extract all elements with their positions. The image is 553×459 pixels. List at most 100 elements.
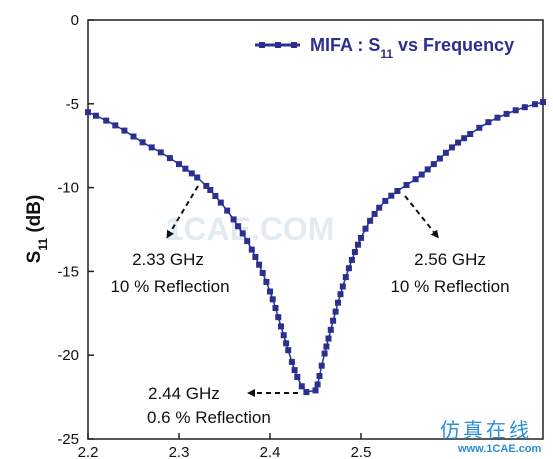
annotation-arrow-left (166, 185, 199, 239)
data-point (312, 387, 319, 394)
data-point (321, 350, 328, 357)
annotation-right-line1: 2.56 GHz (414, 250, 486, 269)
data-point (278, 323, 284, 330)
annotation-arrow-right (404, 195, 439, 239)
series-line (88, 101, 543, 393)
legend-marker (291, 42, 297, 48)
data-point (512, 107, 519, 114)
data-point (176, 161, 182, 168)
data-point (239, 230, 246, 237)
data-point (467, 131, 474, 137)
y-axis-label-sub: 11 (36, 238, 50, 251)
data-point (188, 170, 195, 177)
logo-en-text: www.1CAE.com (457, 443, 542, 455)
y-axis-label-main: S (24, 251, 45, 264)
data-point (388, 192, 395, 199)
plot-border (87, 19, 544, 440)
data-point (148, 144, 155, 151)
data-point (316, 373, 323, 379)
data-point (412, 176, 419, 183)
data-point (314, 381, 321, 388)
data-point (252, 254, 259, 260)
data-point (166, 155, 173, 162)
data-point (339, 283, 346, 290)
legend-label: MIFA : S11 vs Frequency (310, 35, 514, 61)
data-point (318, 362, 325, 369)
legend: MIFA : S11 vs Frequency (255, 35, 514, 61)
data-point (342, 274, 349, 281)
data-point (449, 144, 455, 151)
x-tick-label: 2.5 (351, 444, 372, 459)
logo: 仿真在线 www.1CAE.com (440, 418, 542, 455)
legend-label-sub: 11 (380, 47, 393, 61)
data-point (230, 216, 237, 223)
data-point (367, 217, 374, 224)
y-tick-label: -15 (57, 263, 79, 280)
data-point (103, 117, 110, 124)
data-point (332, 308, 339, 315)
data-point (294, 374, 301, 380)
legend-label-rest: vs Frequency (393, 35, 514, 55)
data-point (267, 288, 273, 295)
data-point (418, 171, 425, 178)
data-point (337, 291, 344, 298)
data-point (442, 149, 449, 156)
data-point (303, 389, 310, 396)
data-point (259, 270, 266, 276)
data-point (362, 225, 369, 232)
data-point (376, 204, 383, 211)
data-point (382, 197, 389, 204)
data-point (93, 112, 99, 119)
annotation-right-line2: 10 % Reflection (390, 277, 509, 296)
data-point (348, 256, 355, 263)
data-point (358, 234, 364, 241)
data-point (285, 347, 292, 354)
data-point (455, 139, 462, 146)
data-point (394, 188, 401, 194)
data-point (521, 104, 528, 111)
data-point (157, 149, 164, 156)
x-tick-label: 2.4 (260, 444, 281, 459)
data-point (269, 296, 276, 303)
data-point (112, 122, 119, 129)
annotation-bottom-line2: 0.6 % Reflection (147, 408, 271, 427)
data-point (244, 238, 251, 245)
data-point (503, 110, 510, 117)
x-axis: 2.2 2.3 2.4 2.5 (78, 433, 372, 459)
data-point (485, 119, 492, 126)
data-point (335, 299, 341, 306)
data-point (203, 182, 210, 189)
data-point (235, 223, 242, 230)
annotation-left-line1: 2.33 GHz (132, 250, 204, 269)
data-point (424, 166, 431, 173)
data-point (371, 210, 378, 217)
data-point (280, 332, 287, 339)
data-point (532, 101, 538, 108)
y-tick-label: 0 (71, 12, 79, 29)
y-tick-label: -20 (57, 347, 79, 364)
y-axis-label: S11 (dB) (24, 195, 50, 264)
data-point (291, 367, 298, 374)
data-point (121, 127, 128, 134)
x-tick-label: 2.3 (169, 444, 190, 459)
y-tick-label: -25 (57, 431, 79, 448)
data-point (323, 343, 330, 350)
y-tick-label: -5 (66, 96, 79, 113)
data-point (182, 165, 189, 172)
data-point (351, 249, 358, 255)
data-point (275, 314, 282, 321)
data-point (224, 207, 231, 214)
data-point (288, 358, 295, 365)
data-point (476, 124, 483, 131)
data-point (345, 265, 352, 272)
data-point (207, 187, 214, 193)
data-point (327, 326, 334, 333)
data-point (436, 155, 443, 162)
x-tick-label: 2.2 (78, 444, 99, 459)
data-point (85, 109, 91, 116)
data-point (540, 99, 546, 106)
data-point (494, 114, 501, 121)
logo-cn-text: 仿真在线 (440, 418, 532, 442)
data-point (256, 261, 263, 268)
